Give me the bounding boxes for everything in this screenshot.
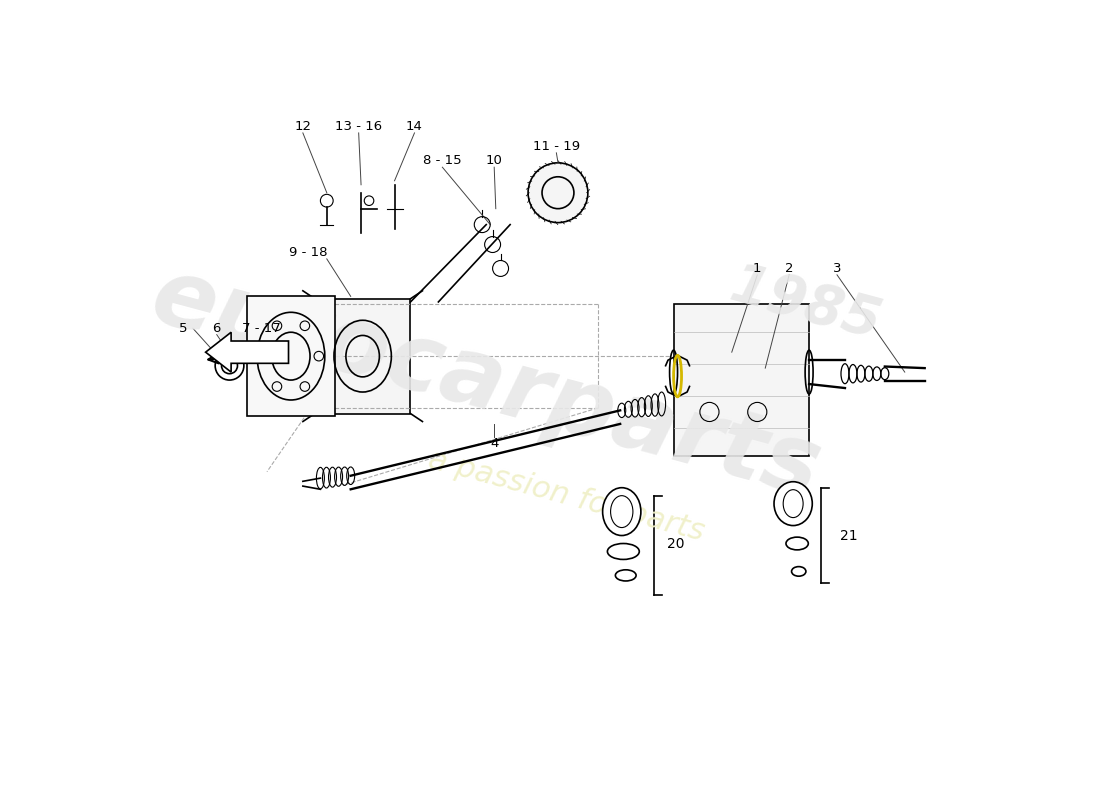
Polygon shape bbox=[206, 332, 288, 372]
Text: 8 - 15: 8 - 15 bbox=[424, 154, 462, 167]
Bar bbox=[248, 296, 334, 416]
Text: 1: 1 bbox=[754, 262, 761, 275]
Text: 14: 14 bbox=[406, 120, 422, 133]
Text: 13 - 16: 13 - 16 bbox=[336, 120, 382, 133]
Text: 7 - 17: 7 - 17 bbox=[242, 322, 280, 334]
Ellipse shape bbox=[603, 488, 641, 535]
Text: eurocarparts: eurocarparts bbox=[142, 250, 830, 518]
Text: 9 - 18: 9 - 18 bbox=[289, 246, 328, 259]
Text: 21: 21 bbox=[840, 529, 858, 542]
Text: 1985: 1985 bbox=[724, 258, 887, 350]
Ellipse shape bbox=[774, 482, 812, 526]
Text: 20: 20 bbox=[668, 537, 684, 550]
Text: 12: 12 bbox=[295, 120, 311, 133]
Text: 6: 6 bbox=[212, 322, 221, 334]
Text: 5: 5 bbox=[179, 322, 187, 334]
Text: 4: 4 bbox=[490, 438, 498, 450]
Bar bbox=[315, 298, 410, 414]
Text: 2: 2 bbox=[785, 262, 793, 275]
Text: 3: 3 bbox=[833, 262, 842, 275]
Bar bbox=[673, 304, 810, 456]
Ellipse shape bbox=[528, 163, 587, 222]
Text: 11 - 19: 11 - 19 bbox=[532, 140, 580, 153]
Text: 10: 10 bbox=[486, 154, 503, 167]
Text: a passion for parts: a passion for parts bbox=[425, 445, 707, 546]
